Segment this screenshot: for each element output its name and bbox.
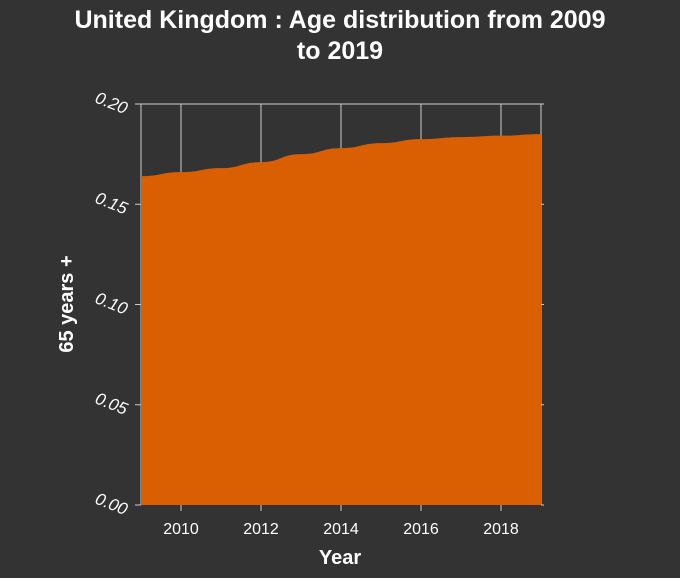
y-tick-label: 0.20	[92, 88, 130, 118]
x-axis-label: Year	[319, 547, 361, 569]
x-tick-label: 2016	[403, 521, 439, 538]
y-tick-label: 0.10	[92, 289, 130, 319]
x-tick-label: 2018	[483, 521, 519, 538]
ticks: 0.00 0.05 0.10 0.15 0.20 2010 2012 2014 2016 2018	[92, 88, 544, 538]
y-tick-label: 0.00	[92, 489, 130, 519]
chart-title-line-1: United Kingdom : Age distribution from 2…	[74, 6, 605, 34]
x-tick-label: 2014	[323, 521, 359, 538]
chart-title-line-2: to 2019	[297, 37, 383, 65]
y-tick-label: 0.05	[92, 389, 130, 419]
area-series-65-plus	[141, 134, 541, 505]
x-tick-label: 2010	[163, 521, 199, 538]
y-tick-label: 0.15	[92, 188, 130, 218]
y-axis-label: 65 years +	[56, 255, 78, 352]
x-tick-label: 2012	[243, 521, 279, 538]
